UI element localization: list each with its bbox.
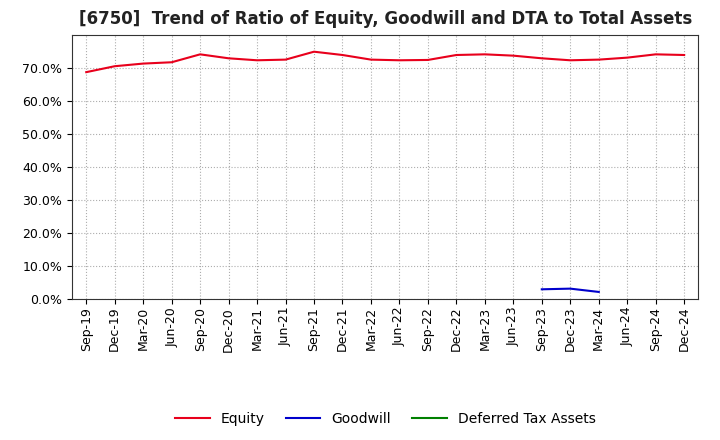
Goodwill [595, 290, 603, 295]
Equity [652, 51, 660, 57]
Equity [225, 55, 233, 61]
Line: Equity: Equity [86, 51, 684, 72]
Equity [680, 52, 688, 58]
Equity [282, 57, 290, 62]
Legend: Equity, Goodwill, Deferred Tax Assets: Equity, Goodwill, Deferred Tax Assets [169, 407, 601, 432]
Goodwill [566, 286, 575, 291]
Equity [452, 52, 461, 58]
Equity [623, 55, 631, 60]
Equity [82, 70, 91, 75]
Equity [167, 59, 176, 65]
Goodwill [537, 287, 546, 292]
Equity [139, 61, 148, 66]
Equity [253, 58, 261, 63]
Equity [395, 58, 404, 63]
Equity [595, 57, 603, 62]
Title: [6750]  Trend of Ratio of Equity, Goodwill and DTA to Total Assets: [6750] Trend of Ratio of Equity, Goodwil… [78, 10, 692, 28]
Equity [480, 51, 489, 57]
Equity [110, 63, 119, 69]
Equity [366, 57, 375, 62]
Equity [423, 57, 432, 62]
Equity [310, 49, 318, 54]
Equity [537, 55, 546, 61]
Equity [196, 51, 204, 57]
Equity [338, 52, 347, 58]
Equity [566, 58, 575, 63]
Line: Goodwill: Goodwill [541, 289, 599, 292]
Equity [509, 53, 518, 58]
